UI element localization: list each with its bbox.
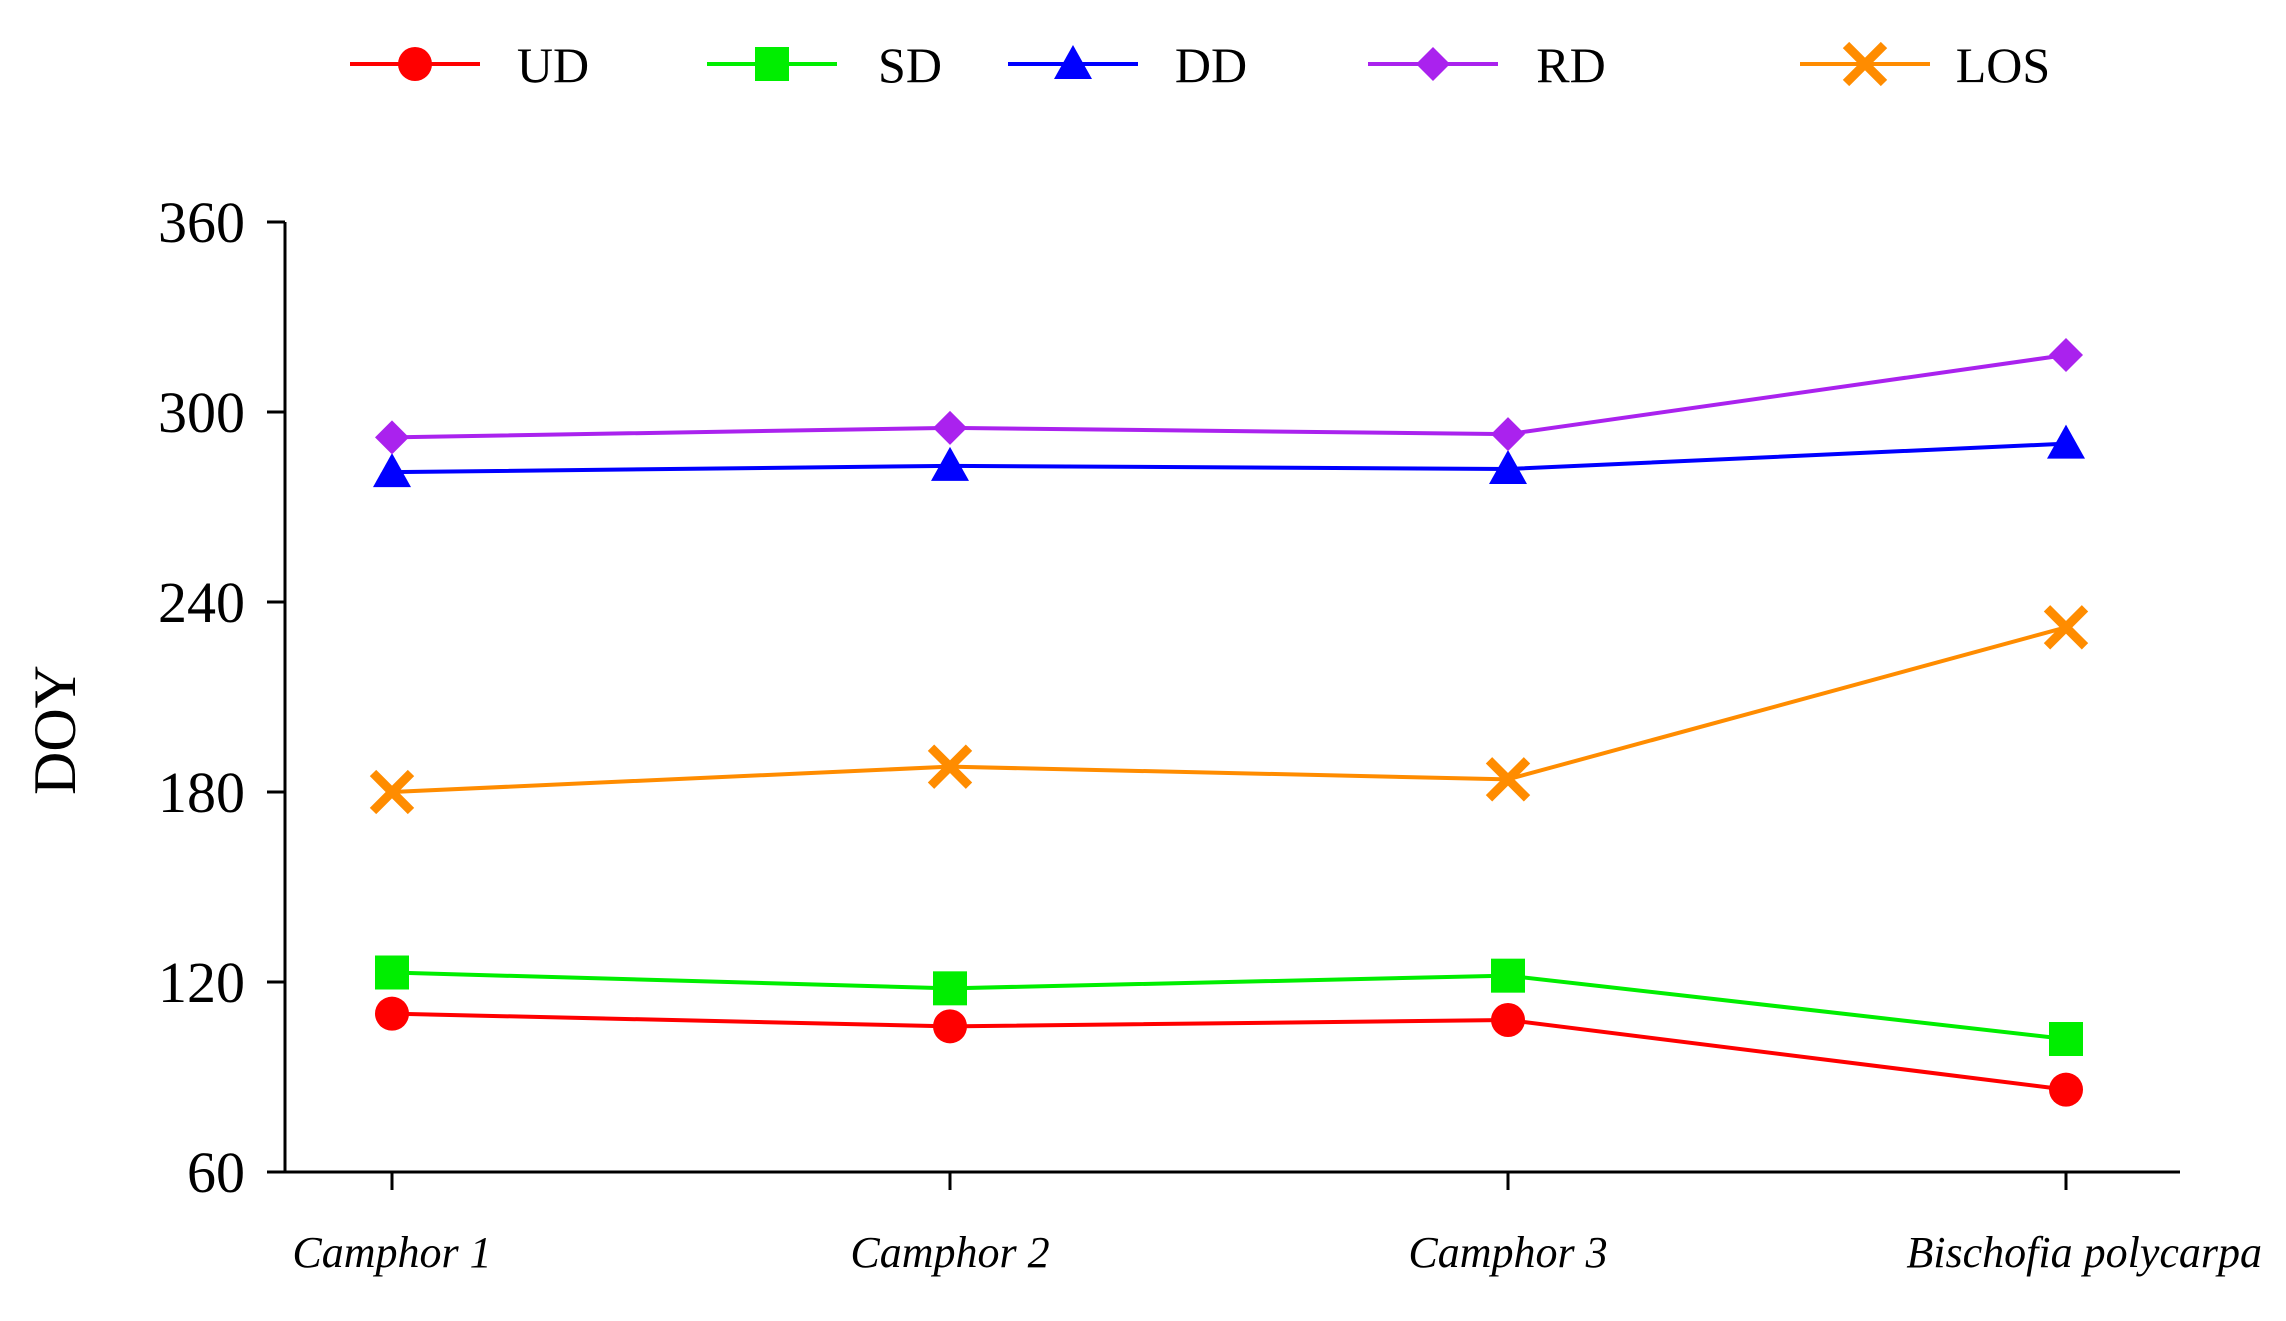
legend-marker-sd [755, 47, 789, 81]
series-los [369, 605, 2089, 815]
legend-label-rd: RD [1536, 37, 1605, 93]
data-point-los [927, 744, 973, 789]
x-category-label: Camphor 1 [292, 1228, 491, 1277]
data-point-rd [375, 420, 409, 455]
data-point-dd [931, 446, 969, 481]
y-axis-title: DOY [22, 665, 88, 795]
series-line-ud [391, 1011, 2067, 1092]
legend-item-dd: DD [1008, 37, 1247, 93]
data-point-los [1485, 757, 1531, 802]
data-point-sd [375, 955, 409, 990]
y-tick-label: 240 [158, 570, 245, 635]
data-point-los [2043, 605, 2089, 650]
legend: UD SD DD RD LOS [350, 37, 2050, 93]
series-rd [375, 338, 2083, 455]
series-dd [373, 424, 2085, 488]
series-ud [375, 996, 2083, 1107]
series-line-dd [391, 441, 2067, 475]
legend-marker-los [1842, 41, 1888, 87]
data-point-sd [2049, 1022, 2083, 1056]
y-tick-label: 180 [158, 760, 245, 825]
data-point-dd [373, 453, 411, 488]
data-point-ud [2049, 1072, 2083, 1107]
x-category-label: Camphor 2 [850, 1228, 1049, 1277]
legend-label-dd: DD [1175, 37, 1247, 93]
series-layer [369, 338, 2089, 1107]
data-point-rd [933, 410, 967, 445]
data-point-dd [2047, 424, 2085, 459]
legend-label-sd: SD [878, 37, 942, 93]
data-point-los [369, 769, 415, 815]
data-point-ud [375, 996, 409, 1031]
data-point-sd [933, 971, 967, 1006]
y-tick-label: 300 [158, 380, 245, 445]
legend-marker-dd [1054, 45, 1092, 79]
x-axis-ticks: Camphor 1 Camphor 2 Camphor 3 Bischofia pol… [292, 1172, 2262, 1277]
legend-marker-ud [398, 47, 432, 81]
y-tick-label: 120 [158, 950, 245, 1015]
series-line-rd [391, 353, 2067, 440]
series-line-los [391, 625, 2067, 794]
legend-marker-rd [1416, 47, 1450, 81]
series-line-sd [391, 970, 2067, 1041]
data-point-dd [1489, 450, 1527, 484]
data-point-rd [1491, 417, 1525, 452]
legend-item-los: LOS [1800, 37, 2050, 93]
legend-item-ud: UD [350, 37, 589, 93]
y-tick-label: 360 [158, 190, 245, 255]
y-tick-label: 60 [187, 1140, 245, 1205]
data-point-ud [1491, 1003, 1525, 1037]
data-point-rd [2049, 338, 2083, 372]
legend-item-sd: SD [707, 37, 942, 93]
legend-item-rd: RD [1368, 37, 1606, 93]
x-category-label: Bischofia polycarpa [1906, 1228, 2262, 1277]
y-axis-ticks: 60 120 180 240 300 360 [158, 190, 285, 1205]
data-point-sd [1491, 958, 1525, 993]
legend-label-los: LOS [1956, 37, 2050, 93]
data-point-ud [933, 1009, 967, 1044]
legend-label-ud: UD [517, 37, 589, 93]
x-category-label: Camphor 3 [1408, 1228, 1607, 1277]
series-sd [375, 955, 2083, 1056]
